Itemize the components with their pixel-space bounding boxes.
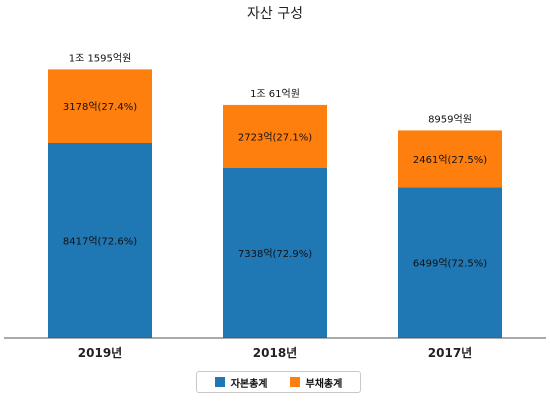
labels-layer: 8417억(72.6%) 3178억(27.4%) 1조 1595억원 2019년 73… [63,52,487,360]
total-label-2: 8959억원 [428,113,472,125]
total-label-1: 1조 61억원 [250,88,300,100]
bar-liabilities-0[interactable] [48,69,152,144]
legend-label-liabilities: 부채총계 [305,378,343,390]
data-label-liabilities-2: 2461억(27.5%) [413,154,487,166]
bar-equity-0[interactable] [48,143,152,338]
data-label-equity-0: 8417억(72.6%) [63,236,137,248]
x-tick-label-1: 2018년 [253,346,297,360]
bar-equity-2[interactable] [398,187,502,338]
legend: 자본총계 부채총계 [196,371,361,393]
total-label-0: 1조 1595억원 [69,52,132,64]
data-label-liabilities-0: 3178억(27.4%) [63,101,137,113]
x-tick-label-2: 2017년 [428,346,472,360]
legend-swatch-equity [214,377,225,387]
data-label-equity-2: 6499억(72.5%) [413,258,487,270]
bar-equity-1[interactable] [223,168,327,338]
legend-item-liabilities[interactable]: 부채총계 [289,375,343,390]
chart-title: 자산 구성 [247,6,303,22]
bar-liabilities-1[interactable] [223,104,327,169]
legend-item-equity[interactable]: 자본총계 [214,375,268,390]
legend-label-equity: 자본총계 [230,378,268,390]
x-tick-label-0: 2019년 [78,346,122,360]
bar-liabilities-2[interactable] [398,130,502,188]
bars-layer [48,69,502,338]
legend-swatch-liabilities [289,377,300,387]
data-label-liabilities-1: 2723억(27.1%) [238,131,312,143]
data-label-equity-1: 7338억(72.9%) [238,248,312,260]
